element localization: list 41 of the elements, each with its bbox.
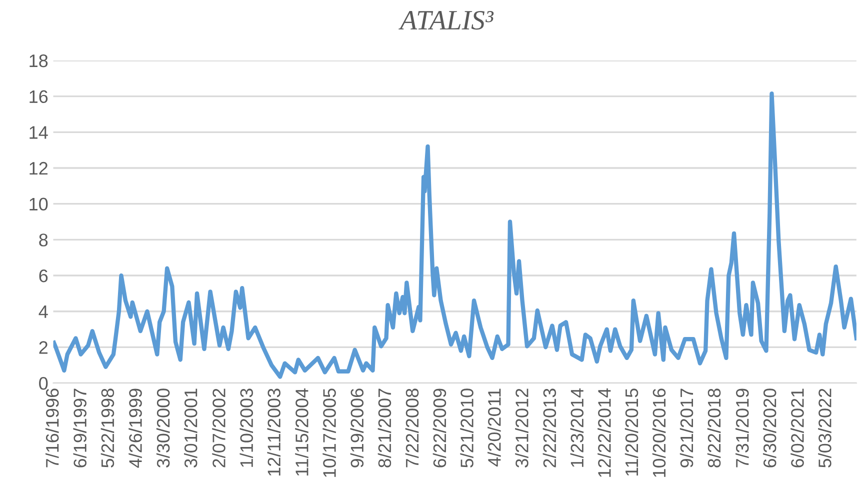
x-tick-label: 11/20/2015 <box>624 388 638 476</box>
x-tick-label: 6/22/2009 <box>432 388 446 468</box>
x-tick-label: 2/22/2013 <box>542 388 556 468</box>
x-tick-label: 7/22/2008 <box>405 388 419 468</box>
y-tick-label: 18 <box>30 54 48 68</box>
x-tick-label: 2/07/2002 <box>212 388 226 468</box>
x-tick-label: 7/16/1996 <box>46 388 59 468</box>
x-tick-label: 3/21/2012 <box>515 388 528 468</box>
x-tick-label: 4/26/1999 <box>128 388 142 468</box>
line-series <box>53 92 856 379</box>
x-tick-label: 7/31/2019 <box>736 388 749 468</box>
x-tick-label: 10/20/2016 <box>652 388 666 477</box>
x-tick-label: 1/10/2003 <box>240 388 254 467</box>
x-tick-label: 6/19/1997 <box>73 388 86 468</box>
y-tick-label: 2 <box>39 341 48 354</box>
y-tick-label: 16 <box>30 90 48 104</box>
x-tick-label: 5/22/1998 <box>100 388 114 468</box>
x-tick-label: 10/17/2005 <box>322 388 336 477</box>
y-tick-label: 14 <box>30 126 48 139</box>
y-tick-label: 6 <box>39 269 48 282</box>
x-tick-label: 8/22/2018 <box>707 388 721 468</box>
y-tick-label: 12 <box>30 162 48 175</box>
y-tick-label: 10 <box>30 198 48 211</box>
x-tick-label: 4/20/2011 <box>488 388 501 466</box>
x-tick-label: 3/30/2000 <box>156 388 170 468</box>
y-tick-label: 4 <box>38 305 48 318</box>
x-tick-label: 9/19/2006 <box>350 388 364 468</box>
x-tick-label: 6/02/2021 <box>790 388 804 468</box>
x-tick-label: 11/15/2004 <box>295 388 308 476</box>
x-tick-label: 5/03/2022 <box>818 388 832 468</box>
x-tick-label: 6/30/2020 <box>762 388 776 468</box>
y-tick-label: 0 <box>39 376 48 390</box>
x-tick-label: 5/21/2010 <box>460 388 474 468</box>
x-tick-label: 3/01/2001 <box>184 388 198 468</box>
y-tick-label: 8 <box>39 234 48 246</box>
x-tick-label: 12/11/2003 <box>267 388 280 476</box>
x-tick-label: 9/21/2017 <box>680 388 694 468</box>
x-tick-label: 12/22/2014 <box>598 388 611 477</box>
x-tick-label: 8/21/2007 <box>378 388 392 468</box>
chart-title: ATALIS³ <box>398 10 494 30</box>
x-tick-label: 1/23/2014 <box>570 388 584 467</box>
